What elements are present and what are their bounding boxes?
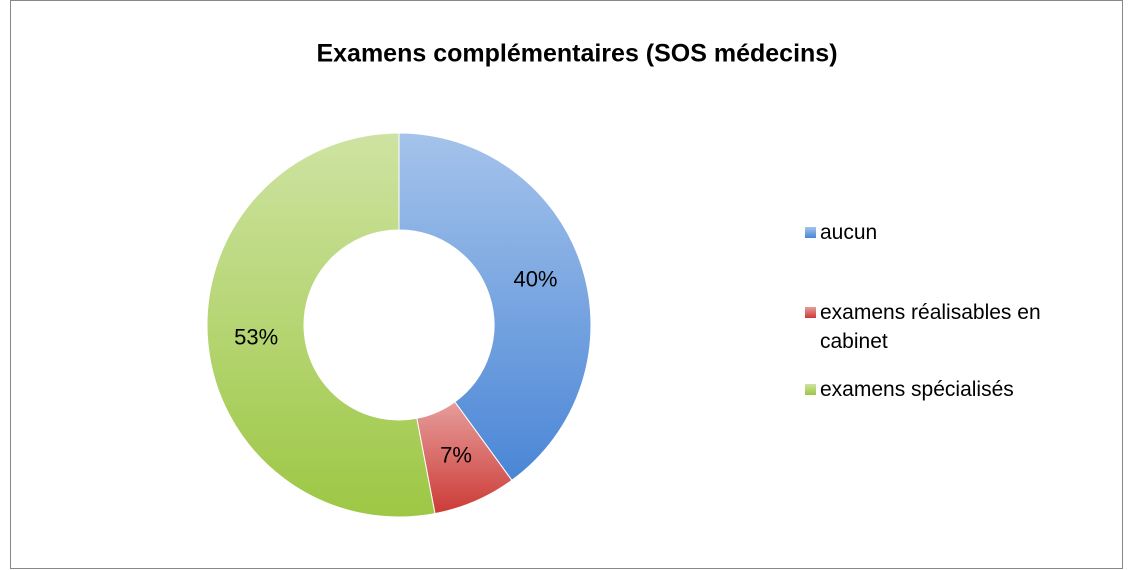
legend-swatch	[805, 307, 816, 318]
legend-swatch	[805, 227, 816, 238]
legend-label: examens réalisables en cabinet	[820, 301, 1041, 353]
legend-item: aucun	[805, 218, 1070, 247]
legend-item: examens réalisables en cabinet	[805, 298, 1070, 356]
legend-swatch	[805, 384, 816, 395]
data-label: 40%	[513, 266, 557, 291]
donut-segment	[206, 132, 436, 518]
legend-label: examens spécialisés	[820, 378, 1014, 401]
legend-item: examens spécialisés	[805, 375, 1070, 404]
data-label: 53%	[234, 324, 278, 349]
donut-segment	[398, 132, 592, 482]
legend-label: aucun	[820, 221, 878, 244]
data-label: 7%	[440, 443, 472, 468]
chart-title: Examens complémentaires (SOS médecins)	[316, 40, 837, 68]
